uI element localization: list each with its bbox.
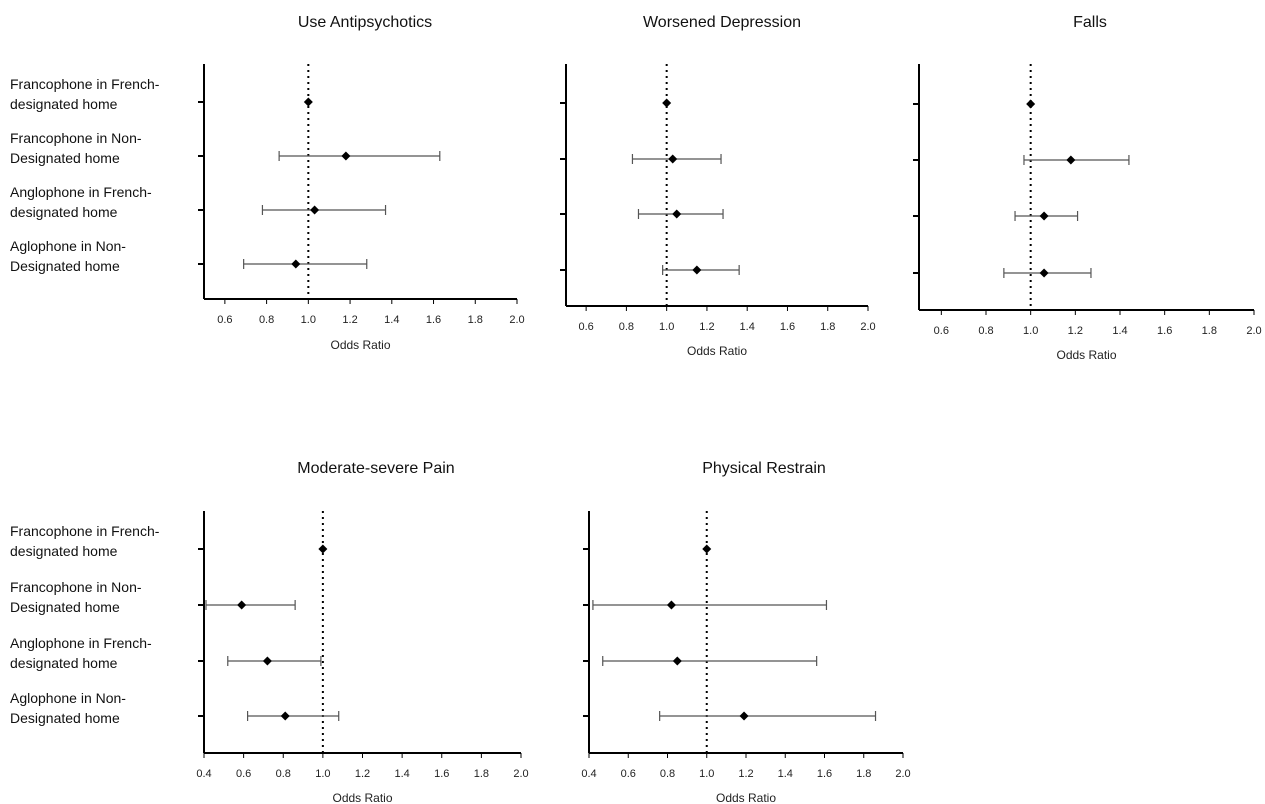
- odds-ratio-marker: [303, 97, 313, 107]
- x-tick-label: 1.6: [817, 768, 832, 780]
- x-axis-label: Odds Ratio: [687, 344, 747, 358]
- x-tick-label: 0.6: [578, 321, 593, 333]
- x-tick-label: 0.6: [934, 325, 949, 337]
- x-tick-label: 1.6: [434, 768, 449, 780]
- row-label: Francophone in French-: [10, 523, 160, 539]
- x-tick-label: 0.6: [217, 314, 232, 326]
- forest-panel-4: Moderate-severe Pain 0.4 0.6 0.8 1.0 1.2 1.4 1.…: [10, 460, 529, 804]
- x-tick-label: 1.2: [342, 314, 357, 326]
- panel-title: Moderate-severe Pain: [297, 460, 454, 477]
- row-label: Francophone in Non-: [10, 579, 142, 595]
- odds-ratio-marker: [1039, 211, 1049, 221]
- x-tick-label: 1.0: [1023, 325, 1038, 337]
- x-tick-label: 1.4: [384, 314, 399, 326]
- odds-ratio-marker: [341, 151, 351, 161]
- x-axis-label: Odds Ratio: [332, 791, 392, 804]
- row-label: Anglophone in French-: [10, 184, 152, 200]
- forest-panel-2: Worsened Depression 0.6 0.8 1.0 1.2 1.4 1.6 1.8…: [560, 14, 876, 358]
- panel-title: Use Antipsychotics: [298, 14, 432, 31]
- odds-ratio-marker: [318, 544, 328, 554]
- odds-ratio-marker: [692, 265, 702, 275]
- x-tick-label: 2.0: [860, 321, 875, 333]
- row-label: designated home: [10, 543, 118, 559]
- row-label: Designated home: [10, 599, 120, 615]
- x-tick-label: 1.4: [778, 768, 793, 780]
- x-tick-label: 0.4: [581, 768, 596, 780]
- odds-ratio-marker: [672, 656, 682, 666]
- x-tick-label: 1.0: [659, 321, 674, 333]
- forest-panel-5: Physical Restrain 0.4 0.6 0.8 1.0 1.2 1.4 1.6 1.…: [581, 460, 910, 804]
- forest-panel-3: Falls 0.6 0.8 1.0 1.2 1.4 1.6 1.8 2.0 Odds Ratio: [913, 14, 1262, 362]
- row-label: Designated home: [10, 150, 120, 166]
- odds-ratio-marker: [291, 259, 301, 269]
- row-label: Aglophone in Non-: [10, 690, 126, 706]
- x-tick-label: 0.6: [621, 768, 636, 780]
- x-tick-label: 1.0: [301, 314, 316, 326]
- odds-ratio-marker: [1066, 155, 1076, 165]
- x-tick-label: 1.6: [1157, 325, 1172, 337]
- x-tick-label: 2.0: [895, 768, 910, 780]
- x-tick-label: 0.8: [276, 768, 291, 780]
- odds-ratio-marker: [666, 600, 676, 610]
- odds-ratio-marker: [668, 154, 678, 164]
- x-tick-label: 1.8: [1202, 325, 1217, 337]
- x-axis-label: Odds Ratio: [716, 791, 776, 804]
- x-tick-label: 1.8: [474, 768, 489, 780]
- odds-ratio-marker: [1039, 268, 1049, 278]
- x-tick-label: 1.8: [468, 314, 483, 326]
- x-tick-label: 0.8: [660, 768, 675, 780]
- x-tick-label: 0.4: [196, 768, 211, 780]
- x-tick-label: 0.8: [259, 314, 274, 326]
- row-label: Francophone in French-: [10, 76, 160, 92]
- panel-title: Physical Restrain: [702, 460, 826, 477]
- odds-ratio-marker: [662, 98, 672, 108]
- x-tick-label: 1.4: [394, 768, 409, 780]
- x-tick-label: 1.2: [699, 321, 714, 333]
- row-label: Anglophone in French-: [10, 635, 152, 651]
- x-tick-label: 1.2: [1068, 325, 1083, 337]
- x-tick-label: 1.6: [426, 314, 441, 326]
- row-label: Francophone in Non-: [10, 130, 142, 146]
- row-label: Aglophone in Non-: [10, 238, 126, 254]
- x-tick-label: 1.4: [740, 321, 755, 333]
- odds-ratio-marker: [237, 600, 247, 610]
- x-tick-label: 0.8: [978, 325, 993, 337]
- x-tick-label: 1.8: [856, 768, 871, 780]
- x-axis-label: Odds Ratio: [330, 338, 390, 352]
- odds-ratio-marker: [739, 711, 749, 721]
- panel-title: Worsened Depression: [643, 14, 801, 31]
- odds-ratio-marker: [1026, 99, 1036, 109]
- x-tick-label: 1.6: [780, 321, 795, 333]
- row-label: Designated home: [10, 258, 120, 274]
- x-tick-label: 0.8: [619, 321, 634, 333]
- x-tick-label: 2.0: [1246, 325, 1261, 337]
- x-tick-label: 1.0: [699, 768, 714, 780]
- row-label: Designated home: [10, 710, 120, 726]
- x-tick-label: 0.6: [236, 768, 251, 780]
- panel-title: Falls: [1073, 14, 1107, 31]
- row-label: designated home: [10, 96, 118, 112]
- odds-ratio-marker: [672, 209, 682, 219]
- x-tick-label: 1.0: [315, 768, 330, 780]
- odds-ratio-marker: [262, 656, 272, 666]
- odds-ratio-marker: [702, 544, 712, 554]
- odds-ratio-marker: [310, 205, 320, 215]
- x-tick-label: 1.2: [355, 768, 370, 780]
- x-tick-label: 2.0: [509, 314, 524, 326]
- x-tick-label: 1.2: [738, 768, 753, 780]
- forest-panel-1: Use Antipsychotics 0.6 0.8 1.0 1.2 1.4 1.6 1.8 2…: [10, 14, 525, 352]
- x-tick-label: 1.4: [1112, 325, 1127, 337]
- row-label: designated home: [10, 655, 118, 671]
- row-label: designated home: [10, 204, 118, 220]
- x-axis-label: Odds Ratio: [1056, 348, 1116, 362]
- x-tick-label: 1.8: [820, 321, 835, 333]
- odds-ratio-marker: [280, 711, 290, 721]
- x-tick-label: 2.0: [513, 768, 528, 780]
